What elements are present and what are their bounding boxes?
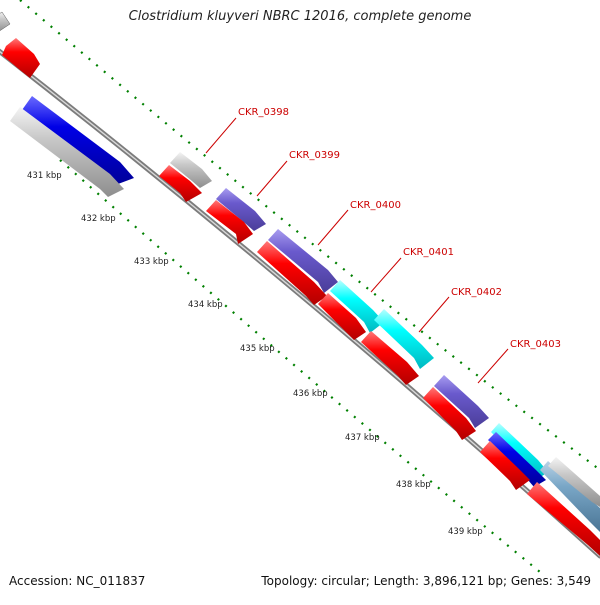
gene-arrow-red-398 <box>159 165 202 202</box>
gene-labels: CKR_0398 CKR_0399 CKR_0400 CKR_0401 CKR_… <box>238 107 561 350</box>
inner-tick-track <box>59 159 541 573</box>
position-tick-labels: 431 kbp 432 kbp 433 kbp 434 kbp 435 kbp … <box>27 171 483 537</box>
gene-label-ckr-0401: CKR_0401 <box>403 247 454 258</box>
gene-arrow-slate-403 <box>434 375 489 428</box>
gene-arrow-slate-400 <box>268 229 338 293</box>
gene-arrows <box>10 96 600 556</box>
tick-label-438: 438 kbp <box>396 480 431 490</box>
gene-arrow-red-lower-1 <box>480 441 530 490</box>
gene-label-ckr-0398: CKR_0398 <box>238 107 289 118</box>
tick-label-436: 436 kbp <box>293 389 328 399</box>
gene-arrow-red-399 <box>206 200 253 244</box>
gene-arrow-gray-431 <box>10 107 124 197</box>
gene-label-ckr-0399: CKR_0399 <box>289 150 340 161</box>
gene-arrow-red-402 <box>361 331 419 385</box>
gene-arrow-blue-431 <box>22 96 134 184</box>
gene-label-ckr-0403: CKR_0403 <box>510 339 561 350</box>
tick-label-432: 432 kbp <box>81 214 116 224</box>
genome-summary-text: Topology: circular; Length: 3,896,121 bp… <box>261 574 591 588</box>
gene-arrow-red-401 <box>318 293 366 340</box>
partial-features <box>0 11 40 78</box>
tick-label-431: 431 kbp <box>27 171 62 181</box>
gene-arrow-gray-398 <box>170 152 212 188</box>
gene-arrow-cyan-401 <box>330 280 384 333</box>
tick-label-439: 439 kbp <box>448 527 483 537</box>
tick-label-433: 433 kbp <box>134 257 169 267</box>
tick-label-435: 435 kbp <box>240 344 275 354</box>
tick-label-434: 434 kbp <box>188 300 223 310</box>
gene-arrow-red-403 <box>423 387 476 440</box>
genome-title: Clostridium kluyveri NBRC 12016, complet… <box>128 9 472 24</box>
leader-lines <box>205 117 509 384</box>
gene-arrow-steel-lower <box>540 461 600 532</box>
gene-arrow-cyan-402 <box>374 309 434 369</box>
gene-arrow-cyan-lower <box>491 423 548 480</box>
tick-label-437: 437 kbp <box>345 433 380 443</box>
gene-arrow-slate-399 <box>216 188 266 231</box>
gene-arrow-red-400 <box>257 241 327 305</box>
gene-label-ckr-0402: CKR_0402 <box>451 287 502 298</box>
gene-label-ckr-0400: CKR_0400 <box>350 200 401 211</box>
gene-arrow-partial-red <box>2 38 40 78</box>
gene-arrow-red-lower-2 <box>527 482 600 556</box>
gene-arrow-partial-gray <box>0 11 11 31</box>
accession-text: Accession: NC_011837 <box>9 574 146 588</box>
outer-tick-track <box>19 0 600 471</box>
gene-arrow-gray-lower <box>548 457 600 507</box>
gene-arrow-blue-lower <box>488 432 546 487</box>
